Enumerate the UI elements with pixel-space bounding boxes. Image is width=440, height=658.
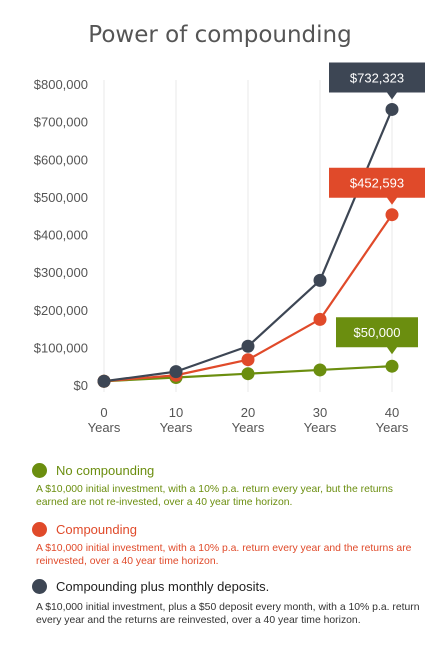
y-tick-label: $300,000: [34, 265, 88, 280]
legend-dot-no-compounding: [32, 462, 47, 478]
data-point-compounding: [313, 312, 327, 326]
chart-title: Power of compounding: [88, 22, 352, 48]
y-tick-label: $800,000: [34, 77, 88, 92]
callout-label-monthly: $732,323: [350, 70, 404, 85]
y-tick-label: $600,000: [34, 152, 88, 167]
y-tick-label: $400,000: [34, 228, 88, 243]
x-tick-number: 10: [169, 405, 183, 420]
x-tick-unit: Years: [160, 420, 193, 435]
callout-box-compounding: [329, 167, 425, 205]
data-point-monthly: [385, 102, 399, 116]
x-tick-unit: Years: [304, 420, 337, 435]
x-tick-unit: Years: [88, 420, 121, 435]
callout-label-compounding: $452,593: [350, 176, 404, 191]
y-tick-label: $200,000: [34, 303, 88, 318]
legend-name-no-compounding: No compounding: [56, 462, 155, 478]
x-tick-unit: Years: [376, 420, 409, 435]
legend-desc-no-compounding: A $10,000 initial investment, with a 10%…: [36, 484, 393, 508]
legend-name-monthly-deposits: Compounding plus monthly deposits.: [56, 578, 270, 594]
legend-name-compounding: Compounding: [56, 521, 137, 537]
x-tick-number: 40: [385, 405, 399, 420]
y-tick-label: $700,000: [34, 115, 88, 130]
legend-desc-compounding: A $10,000 initial investment, with a 10%…: [36, 543, 412, 567]
legend-dot-monthly-deposits: [32, 578, 47, 594]
data-point-no_compounding: [385, 359, 399, 373]
callout-box-no_compounding: [336, 317, 418, 355]
callout-box-monthly: [329, 62, 425, 100]
data-point-no_compounding: [313, 363, 327, 377]
data-point-monthly: [169, 365, 183, 379]
compounding-line-chart: $0 $100,000 $200,000 $300,000 $400,000 $500,0…: [34, 62, 425, 435]
legend-desc-monthly-deposits: A $10,000 initial investment, plus a $50…: [36, 602, 420, 626]
x-tick-number: 0: [100, 405, 107, 420]
y-tick-label: $500,000: [34, 190, 88, 205]
data-point-monthly: [313, 273, 327, 287]
y-tick-label: $100,000: [34, 340, 88, 355]
callout-label-no_compounding: $50,000: [354, 325, 401, 340]
data-point-compounding: [241, 353, 255, 367]
x-tick-number: 30: [313, 405, 327, 420]
data-point-no_compounding: [241, 367, 255, 381]
x-tick-number: 20: [241, 405, 255, 420]
x-tick-unit: Years: [232, 420, 265, 435]
data-point-monthly: [97, 374, 111, 388]
data-point-monthly: [241, 339, 255, 353]
legend-dot-compounding: [32, 521, 47, 537]
y-tick-label: $0: [74, 378, 88, 393]
data-point-compounding: [385, 208, 399, 222]
